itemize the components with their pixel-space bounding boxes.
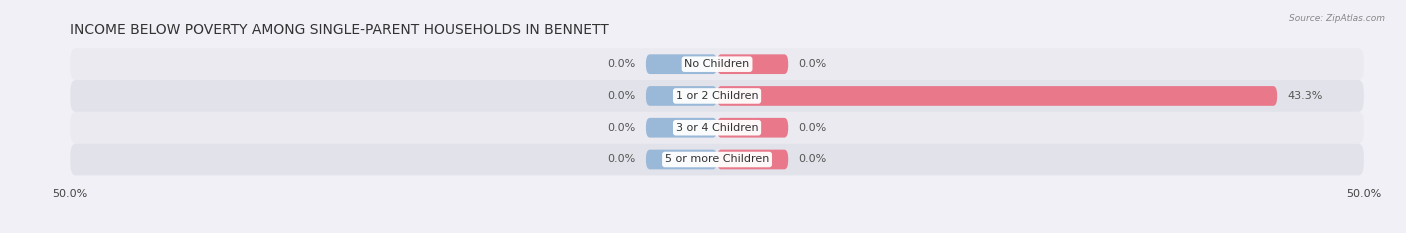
FancyBboxPatch shape <box>717 86 1277 106</box>
FancyBboxPatch shape <box>70 48 1364 80</box>
Text: Source: ZipAtlas.com: Source: ZipAtlas.com <box>1289 14 1385 23</box>
FancyBboxPatch shape <box>70 112 1364 144</box>
Text: 0.0%: 0.0% <box>607 123 636 133</box>
Text: 0.0%: 0.0% <box>799 59 827 69</box>
Text: 0.0%: 0.0% <box>607 91 636 101</box>
Text: 0.0%: 0.0% <box>607 154 636 164</box>
FancyBboxPatch shape <box>717 118 789 137</box>
Text: 5 or more Children: 5 or more Children <box>665 154 769 164</box>
FancyBboxPatch shape <box>717 54 789 74</box>
Text: 0.0%: 0.0% <box>607 59 636 69</box>
Text: INCOME BELOW POVERTY AMONG SINGLE-PARENT HOUSEHOLDS IN BENNETT: INCOME BELOW POVERTY AMONG SINGLE-PARENT… <box>70 23 609 37</box>
FancyBboxPatch shape <box>70 80 1364 112</box>
Text: 1 or 2 Children: 1 or 2 Children <box>676 91 758 101</box>
Text: 3 or 4 Children: 3 or 4 Children <box>676 123 758 133</box>
FancyBboxPatch shape <box>645 86 717 106</box>
FancyBboxPatch shape <box>645 118 717 137</box>
FancyBboxPatch shape <box>717 150 789 169</box>
FancyBboxPatch shape <box>70 144 1364 175</box>
Text: 0.0%: 0.0% <box>799 154 827 164</box>
FancyBboxPatch shape <box>645 54 717 74</box>
FancyBboxPatch shape <box>645 150 717 169</box>
Text: 0.0%: 0.0% <box>799 123 827 133</box>
Text: 43.3%: 43.3% <box>1288 91 1323 101</box>
Text: No Children: No Children <box>685 59 749 69</box>
